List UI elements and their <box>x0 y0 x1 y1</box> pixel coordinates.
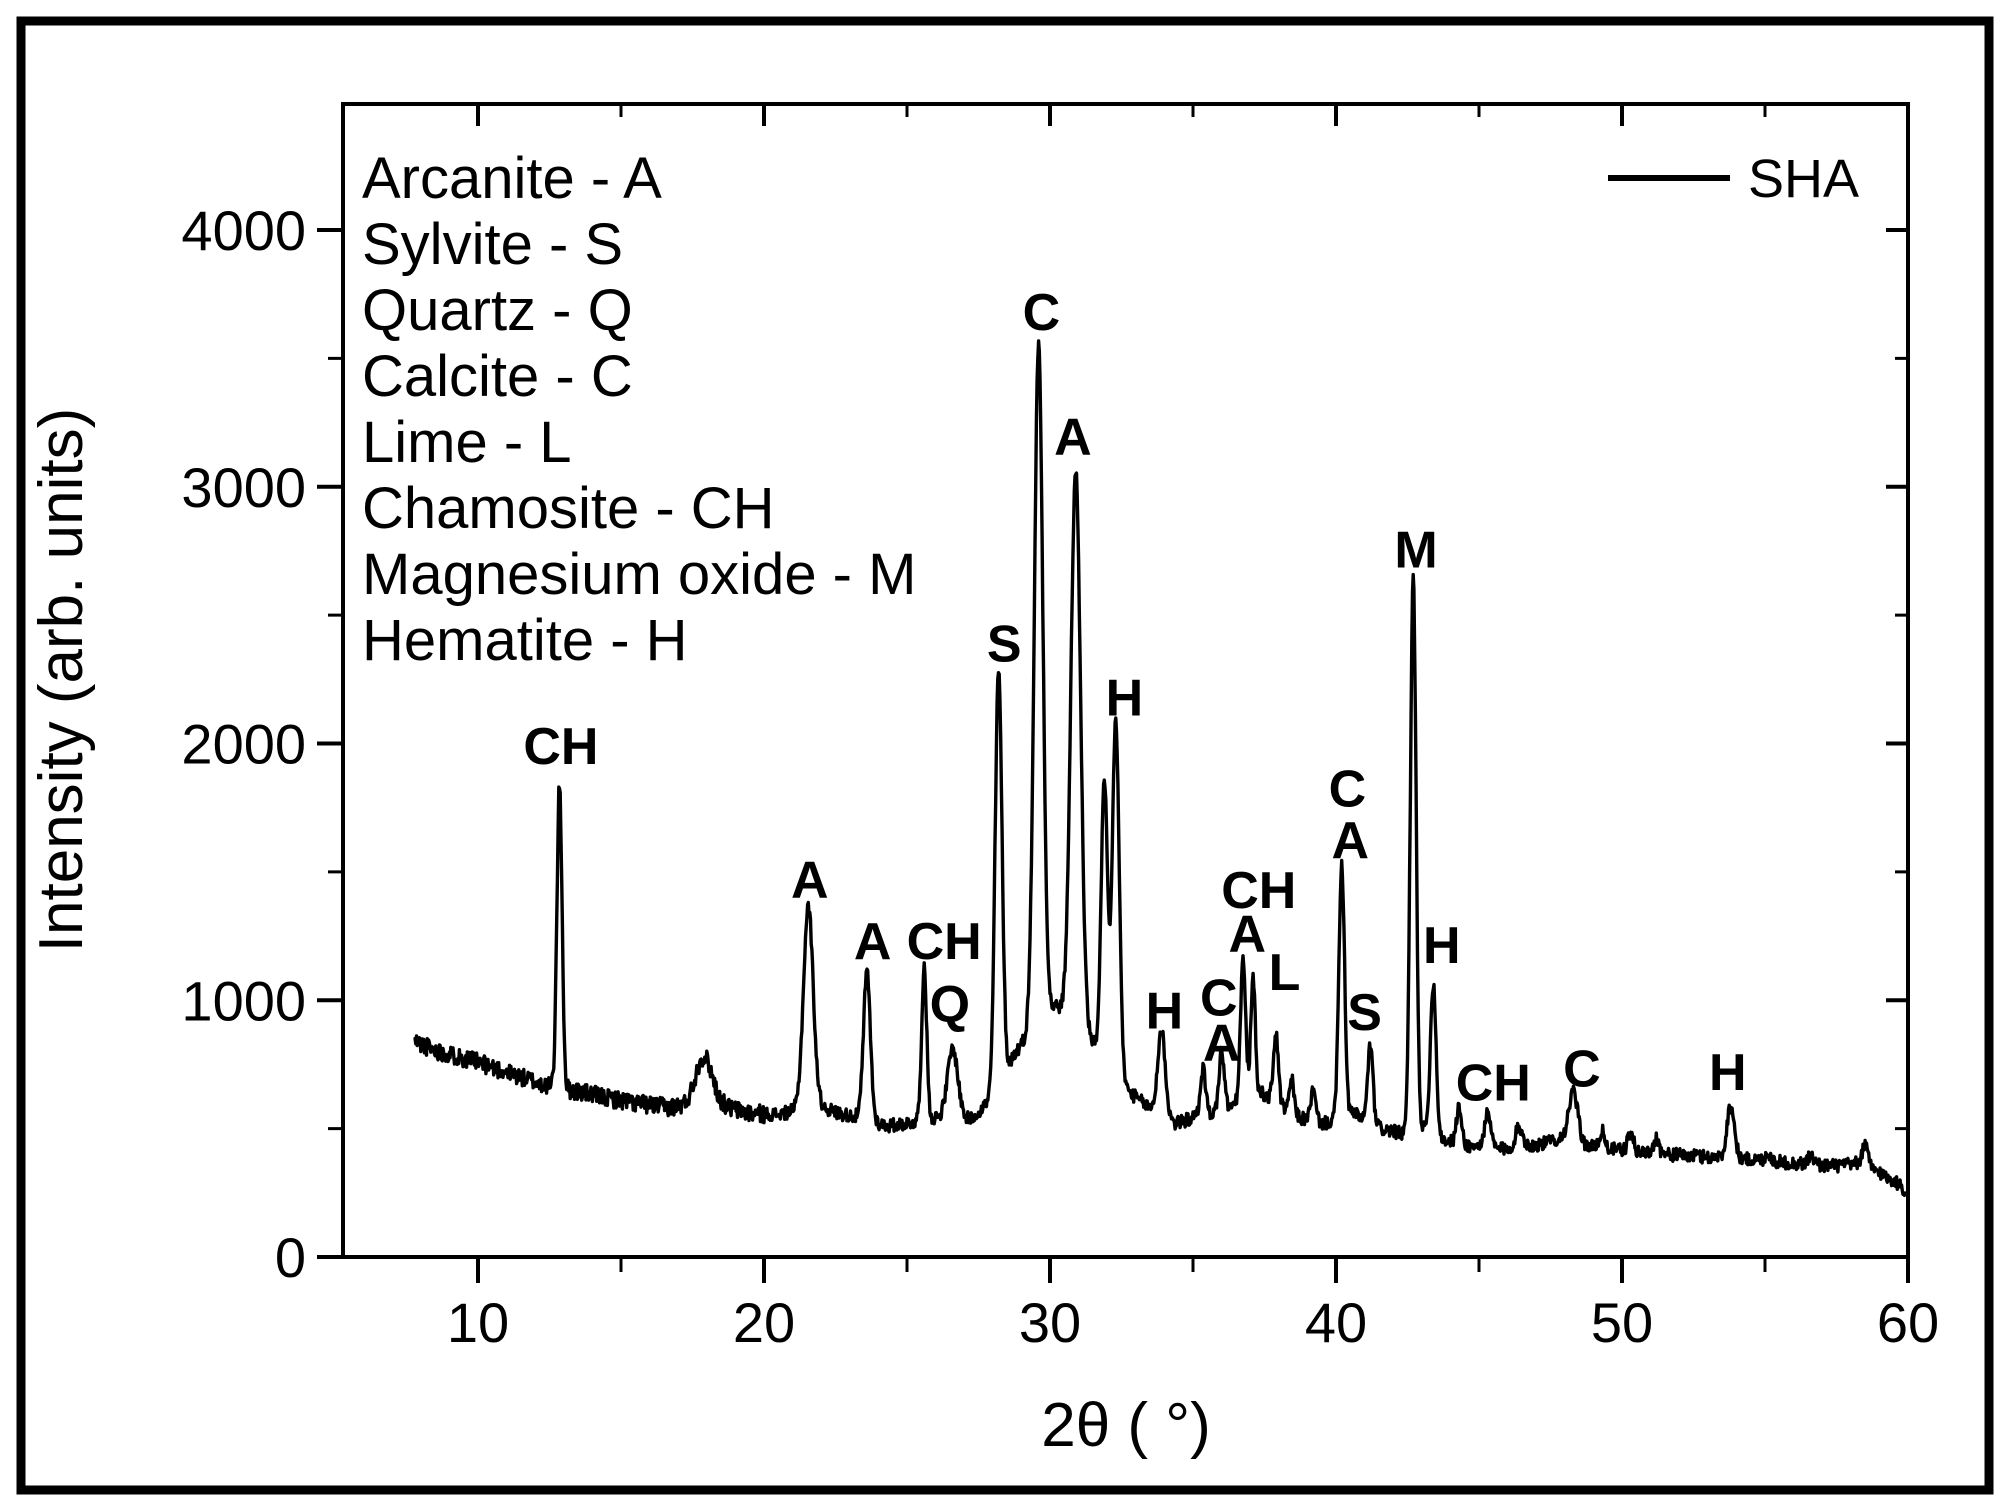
x-tick-label: 50 <box>1591 1291 1653 1354</box>
peak-label: A <box>791 852 829 910</box>
peak-label: CH <box>1456 1054 1531 1112</box>
peak-label: CH <box>1221 862 1296 920</box>
phase-key-line: Sylvite - S <box>362 212 623 277</box>
peak-label: M <box>1394 522 1437 580</box>
plot-frame <box>341 102 1910 1259</box>
peak-label: CH <box>907 913 982 971</box>
y-tick-label: 1000 <box>181 969 306 1032</box>
peak-label: S <box>987 615 1022 673</box>
peak-label: H <box>1423 917 1461 975</box>
phase-key-line: Magnesium oxide - M <box>362 542 916 607</box>
phase-key-line: Quartz - Q <box>362 278 633 343</box>
peak-label: CH <box>523 718 598 776</box>
x-tick-label: 30 <box>1019 1291 1081 1354</box>
legend-label: SHA <box>1748 149 1859 209</box>
peak-label: S <box>1347 984 1382 1042</box>
phase-key-line: Lime - L <box>362 410 572 475</box>
peak-label: H <box>1709 1044 1747 1102</box>
phase-key-line: Arcanite - A <box>362 146 662 211</box>
peak-label: C <box>1329 760 1367 818</box>
phase-key-line: Hematite - H <box>362 608 688 673</box>
peak-label: A <box>1054 409 1092 467</box>
peak-label: C <box>1563 1040 1601 1098</box>
y-axis-title: Intensity (arb. units) <box>27 408 96 952</box>
y-tick-label: 3000 <box>181 456 306 519</box>
xrd-trace-sha <box>413 339 1907 1198</box>
peak-label: L <box>1269 944 1301 1002</box>
peak-label: A <box>854 913 892 971</box>
peak-label: C <box>1200 970 1238 1028</box>
x-tick-label: 10 <box>447 1291 509 1354</box>
peak-label: Q <box>930 976 970 1034</box>
y-tick-label: 4000 <box>181 199 306 262</box>
x-tick-label: 20 <box>733 1291 795 1354</box>
phase-key-line: Chamosite - CH <box>362 476 775 541</box>
peak-label: H <box>1106 669 1144 727</box>
y-tick-label: 0 <box>275 1226 306 1289</box>
peak-label: C <box>1023 284 1061 342</box>
x-axis-title: 2θ ( °) <box>1041 1391 1211 1460</box>
figure-border <box>16 16 1994 1495</box>
peak-label: A <box>1229 905 1267 963</box>
peak-label: A <box>1332 812 1370 870</box>
phase-key-line: Calcite - C <box>362 344 633 409</box>
x-tick-label: 40 <box>1305 1291 1367 1354</box>
x-tick-label: 60 <box>1877 1291 1939 1354</box>
y-tick-label: 2000 <box>181 713 306 776</box>
